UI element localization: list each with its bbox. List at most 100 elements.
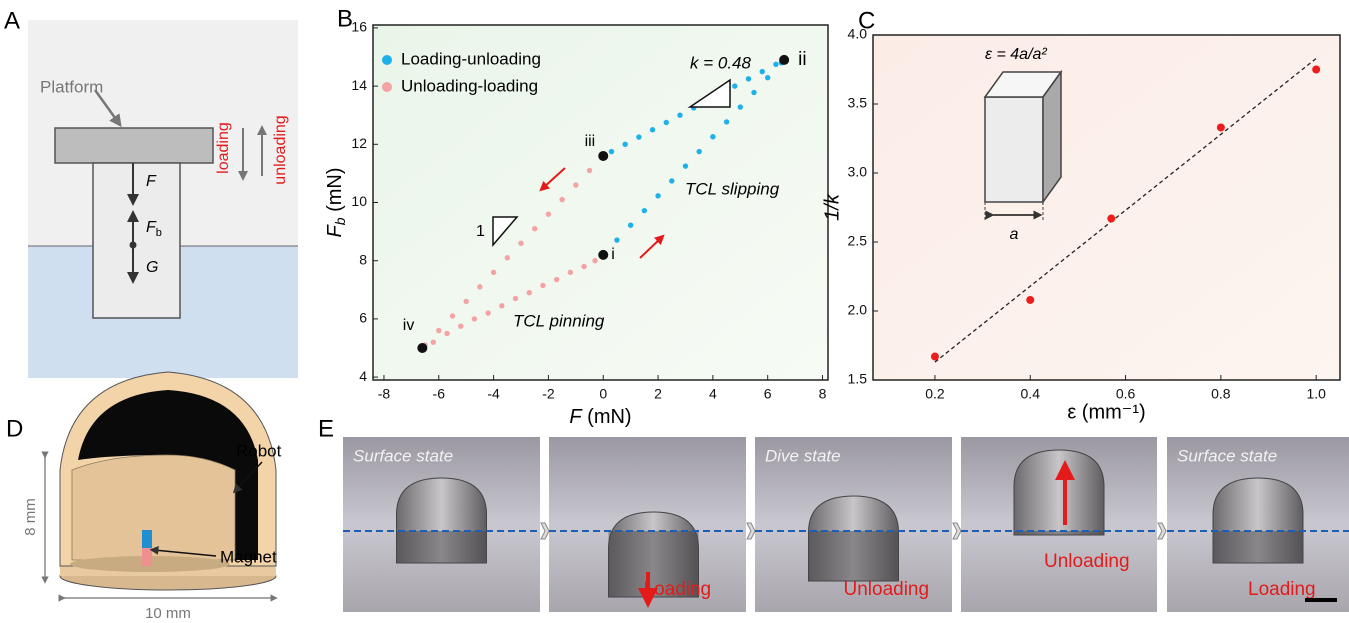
- point: [760, 69, 765, 74]
- point: [773, 62, 778, 67]
- key-point-label: iii: [585, 133, 596, 150]
- action-label: Unloading: [1044, 551, 1130, 572]
- point: [664, 120, 669, 125]
- point: [431, 339, 436, 344]
- point: [518, 241, 523, 246]
- platform-shape: [55, 128, 213, 163]
- y-tick-label: 6: [359, 310, 367, 326]
- point: [622, 142, 627, 147]
- x-tick-label: 1.0: [1306, 386, 1326, 402]
- annotation: TCL pinning: [513, 311, 605, 330]
- x-tick-label: 0.4: [1021, 386, 1041, 402]
- label: 8 mm: [22, 498, 39, 536]
- label: loading: [215, 122, 232, 174]
- state-label: Surface state: [353, 446, 453, 465]
- point: [710, 134, 715, 139]
- label: G: [146, 259, 158, 276]
- point: [677, 113, 682, 118]
- robot-submerged: [809, 531, 899, 581]
- x-axis-label: F (mN): [569, 406, 631, 428]
- point: [499, 303, 504, 308]
- point: [559, 197, 564, 202]
- inset-label: a: [1010, 226, 1019, 243]
- key-point: [779, 55, 789, 65]
- y-tick-label: 12: [351, 135, 367, 151]
- point: [724, 119, 729, 124]
- point: [628, 222, 633, 227]
- point: [527, 290, 532, 295]
- point: [477, 284, 482, 289]
- point: [505, 255, 510, 260]
- point: [573, 182, 578, 187]
- annotation: TCL slipping: [685, 179, 780, 198]
- key-point-label: iv: [403, 317, 415, 334]
- point: [458, 323, 463, 328]
- y-tick-label: 10: [351, 193, 367, 209]
- point: [669, 178, 674, 183]
- robot-submerged: [1213, 531, 1303, 563]
- x-axis-label: ε (mm⁻¹): [1067, 401, 1145, 423]
- x-tick-label: -4: [487, 386, 500, 402]
- point: [746, 76, 751, 81]
- state-label: Dive state: [765, 446, 841, 465]
- point: [444, 331, 449, 336]
- key-point-label: ii: [798, 49, 806, 70]
- point: [614, 237, 619, 242]
- x-axis-label: (mN): [582, 406, 632, 428]
- label: 10 mm: [145, 605, 191, 622]
- point: [581, 264, 586, 269]
- point: [650, 127, 655, 132]
- action-label: Unloading: [844, 579, 930, 600]
- y-axis-label: 1/k: [821, 193, 843, 221]
- x-tick-label: -8: [378, 386, 391, 402]
- point: [463, 299, 468, 304]
- y-axis-label: Fb (mN): [324, 168, 347, 238]
- point: [732, 83, 737, 88]
- key-point: [417, 343, 427, 353]
- x-tick-label: 6: [764, 386, 772, 402]
- x-tick-label: -6: [433, 386, 446, 402]
- robot: [1014, 450, 1104, 535]
- point: [491, 270, 496, 275]
- figure: Platform F Fb G loading unloading A B C …: [0, 0, 1349, 623]
- point: [609, 149, 614, 154]
- point: [546, 211, 551, 216]
- label: Platform: [40, 77, 103, 96]
- label: unloading: [272, 115, 289, 184]
- magnet-shape: [142, 530, 152, 548]
- label: b: [156, 227, 162, 239]
- panel-label: D: [6, 415, 23, 442]
- action-label: Loading: [1248, 579, 1316, 600]
- annotation: k = 0.48: [690, 53, 752, 72]
- y-axis-label: b: [332, 217, 348, 225]
- legend-label: Loading-unloading: [401, 49, 541, 68]
- y-tick-label: 2.5: [848, 233, 868, 249]
- y-tick-label: 3.5: [848, 95, 868, 111]
- x-tick-label: 0.6: [1116, 386, 1136, 402]
- label: Robot: [236, 441, 282, 460]
- point: [568, 270, 573, 275]
- center: [130, 242, 137, 249]
- state-label: Surface state: [1177, 446, 1277, 465]
- y-tick-label: 3.0: [848, 164, 868, 180]
- point: [655, 193, 660, 198]
- x-tick-label: 4: [709, 386, 717, 402]
- panel-e: Surface state Loading Dive state Unloading U…: [343, 437, 1349, 612]
- point: [642, 208, 647, 213]
- label: F: [146, 173, 157, 190]
- panel-a: Platform F Fb G loading unloading: [28, 20, 298, 378]
- x-tick-label: 2: [654, 386, 662, 402]
- point: [1107, 215, 1115, 223]
- annotation: 1: [476, 223, 485, 240]
- key-point: [598, 250, 608, 260]
- chevron: [541, 523, 549, 539]
- y-tick-label: 16: [351, 19, 367, 35]
- point: [513, 296, 518, 301]
- point: [450, 313, 455, 318]
- point: [636, 134, 641, 139]
- stem: [93, 163, 180, 318]
- y-tick-label: 8: [359, 251, 367, 267]
- point: [751, 90, 756, 95]
- point: [436, 328, 441, 333]
- cube: [985, 97, 1043, 202]
